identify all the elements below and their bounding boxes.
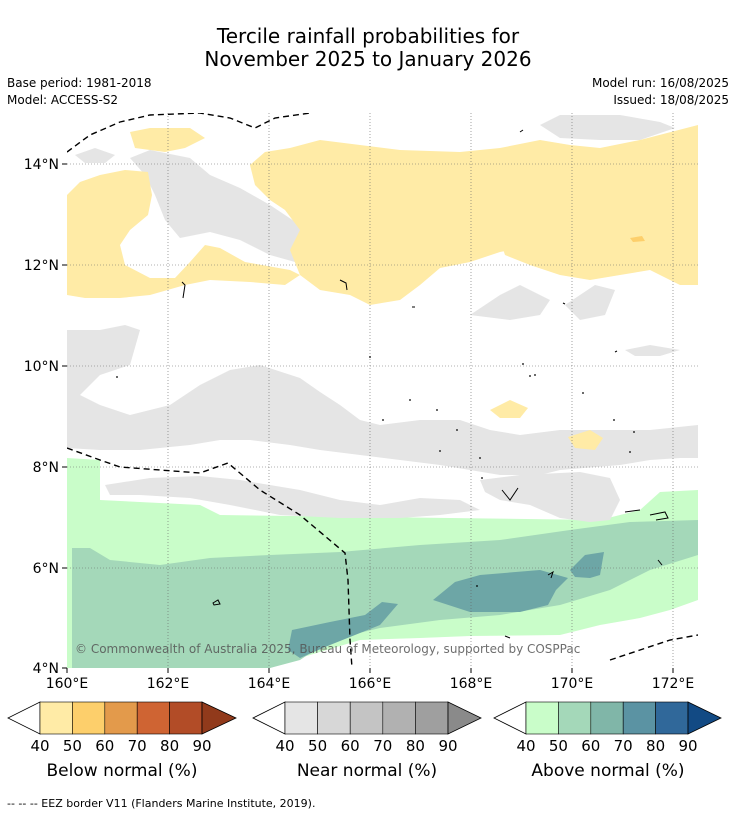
map-ticks <box>62 163 674 673</box>
lat-label-14n: 14°N <box>24 157 59 173</box>
issued-date: Issued: 18/08/2025 <box>613 93 729 107</box>
below-normal-region-north <box>130 128 205 152</box>
lon-label-166e: 166°E <box>349 676 392 692</box>
near-normal-colorbar-tick-70: 70 <box>373 737 392 755</box>
below-normal-colorbar-tick-60: 60 <box>95 737 114 755</box>
near-normal-colorbar-low-arrow <box>252 701 286 735</box>
near-normal-colorbar-tick-80: 80 <box>406 737 425 755</box>
below-normal-colorbar-tick-80: 80 <box>160 737 179 755</box>
near-normal-colorbar-segment-70 <box>382 701 416 735</box>
eez-legend-footer: -- -- -- EEZ border V11 (Flanders Marine… <box>7 797 316 810</box>
below-normal-colorbar-segment-80 <box>169 701 203 735</box>
below-normal-label: Below normal (%) <box>46 761 198 781</box>
below-normal-region-small-b <box>568 430 603 450</box>
above-normal-70-80-region-c <box>288 602 398 658</box>
near-normal-region-center <box>470 285 550 320</box>
lat-label-4n: 4°N <box>33 661 59 677</box>
above-normal-colorbar-tick-60: 60 <box>581 737 600 755</box>
model-run: Model run: 16/08/2025 <box>591 76 729 90</box>
map-area <box>67 113 698 668</box>
below-normal-colorbar-segment-60 <box>104 701 138 735</box>
above-normal-50-60-region <box>72 520 698 668</box>
below-normal-colorbar-tick-90: 90 <box>192 737 211 755</box>
near-normal-colorbar-segment-50 <box>317 701 351 735</box>
above-normal-colorbar-segment-60 <box>590 701 624 735</box>
lon-label-160e: 160°E <box>46 676 89 692</box>
lon-label-172e: 172°E <box>652 676 695 692</box>
near-normal-colorbar-tick-90: 90 <box>438 737 457 755</box>
above-normal-colorbar-segment-70 <box>622 701 656 735</box>
near-normal-region-mid <box>67 325 698 475</box>
near-normal-region-southwest <box>105 476 480 518</box>
near-normal-region-east <box>565 285 615 320</box>
title-line-1: Tercile rainfall probabilities for <box>216 24 520 48</box>
island-markers <box>181 129 669 639</box>
above-normal-colorbar-tick-40: 40 <box>516 737 535 755</box>
islet-dots <box>116 356 635 587</box>
below-normal-colorbar-high-arrow <box>201 701 237 735</box>
near-normal-region-north <box>130 150 310 262</box>
lat-label-6n: 6°N <box>33 561 59 577</box>
above-normal-colorbar-tick-50: 50 <box>549 737 568 755</box>
near-normal-colorbar-tick-60: 60 <box>341 737 360 755</box>
above-normal-colorbar-segment-80 <box>655 701 689 735</box>
lon-label-164e: 164°E <box>248 676 291 692</box>
above-normal-colorbar-tick-80: 80 <box>646 737 665 755</box>
model-name: Model: ACCESS-S2 <box>7 93 119 107</box>
near-normal-colorbar-high-arrow <box>447 701 482 735</box>
above-normal-colorbar-tick-90: 90 <box>678 737 697 755</box>
above-normal-70-80-region-a <box>433 570 568 612</box>
near-normal-colorbar-segment-40 <box>284 701 318 735</box>
lat-label-8n: 8°N <box>33 460 59 476</box>
below-normal-colorbar-segment-50 <box>72 701 106 735</box>
below-normal-colorbar-segment-40 <box>39 701 73 735</box>
above-normal-colorbar-low-arrow <box>493 701 527 735</box>
below-normal-region-tiny <box>630 236 645 242</box>
lon-label-168e: 168°E <box>450 676 493 692</box>
below-normal-colorbar-low-arrow <box>7 701 41 735</box>
lat-label-12n: 12°N <box>24 258 59 274</box>
grid-lines <box>67 113 698 668</box>
near-normal-region-southeast <box>480 472 620 522</box>
title-line-2: November 2025 to January 2026 <box>204 47 532 71</box>
near-normal-colorbar-tick-40: 40 <box>275 737 294 755</box>
copyright-notice: © Commonwealth of Australia 2025, Bureau… <box>75 642 580 656</box>
above-normal-colorbar-segment-50 <box>558 701 592 735</box>
above-normal-colorbar-high-arrow <box>687 701 722 735</box>
below-normal-colorbar-tick-70: 70 <box>128 737 147 755</box>
near-normal-colorbar-segment-80 <box>415 701 449 735</box>
lon-label-170e: 170°E <box>551 676 594 692</box>
below-normal-colorbar-segment-70 <box>136 701 170 735</box>
below-normal-colorbar-tick-40: 40 <box>30 737 49 755</box>
lat-label-10n: 10°N <box>24 359 59 375</box>
above-normal-colorbar-segment-40 <box>525 701 559 735</box>
below-normal-region-west <box>67 170 300 298</box>
near-normal-colorbar-segment-60 <box>349 701 384 735</box>
near-normal-region-east-small <box>625 345 680 356</box>
above-normal-colorbar-tick-70: 70 <box>614 737 633 755</box>
near-normal-label: Near normal (%) <box>296 761 438 781</box>
near-normal-region-island <box>75 148 115 163</box>
colorbars: 40 50 60 70 80 90 40 50 60 70 80 90 40 50 60 70 80 90 <box>7 701 722 755</box>
lon-label-162e: 162°E <box>147 676 190 692</box>
above-normal-label: Above normal (%) <box>531 761 685 781</box>
below-normal-colorbar-tick-50: 50 <box>63 737 82 755</box>
eez-borders <box>67 113 698 668</box>
near-normal-region-topright <box>540 115 675 140</box>
below-normal-region-main <box>250 125 698 305</box>
base-period: Base period: 1981-2018 <box>7 76 152 90</box>
below-normal-region-small-a <box>490 400 528 418</box>
above-normal-70-80-region-b <box>570 552 604 578</box>
near-normal-colorbar-tick-50: 50 <box>308 737 327 755</box>
